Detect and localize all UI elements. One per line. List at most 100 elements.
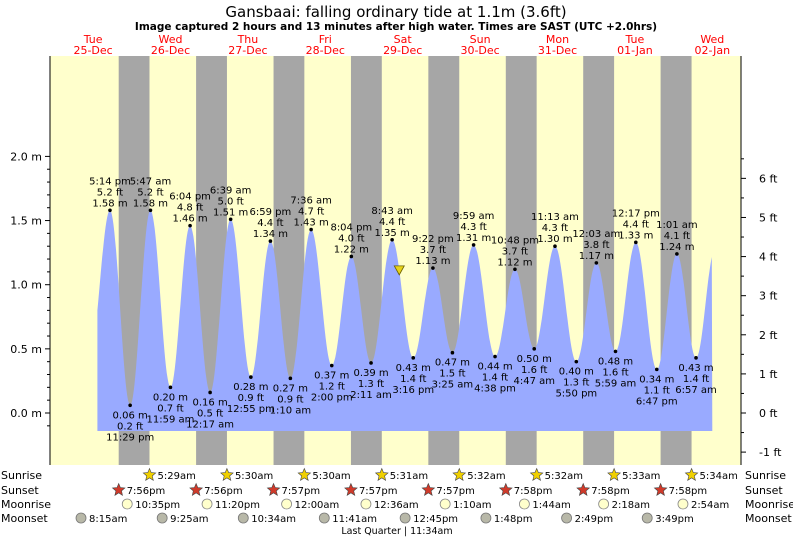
tide-time-label: 3:16 pm: [392, 385, 434, 396]
tide-point: [349, 254, 354, 259]
current-level-marker: [393, 265, 405, 276]
astronomy-rows: Sunrise Sunrise 5:29am 5:30am 5:30am 5:31am 5:…: [1, 467, 793, 525]
moonset-time-label: 10:34am: [251, 514, 296, 525]
tide-time-label: 11:13 am: [531, 212, 579, 223]
tide-ft-label: 3.7 ft: [420, 245, 446, 256]
right-tick-label: 1 ft: [759, 368, 778, 381]
tide-m-label: 1.58 m: [92, 198, 127, 209]
moonrise-time-label: 10:35pm: [135, 500, 180, 511]
sunset-star-icon: [653, 482, 668, 496]
sunrise-row-label-right: Sunrise: [745, 469, 786, 482]
moonrise-row-label: Moonrise: [1, 498, 51, 511]
day-of-week-label: Sun: [470, 33, 491, 46]
day-labels: Tue25-DecWed26-DecThu27-DecFri28-DecSat2…: [73, 33, 730, 57]
moonrise-time-label: 1:44am: [532, 500, 570, 511]
tide-ft-label: 0.7 ft: [157, 403, 183, 414]
chart-subtitle: Image captured 2 hours and 13 minutes af…: [135, 21, 657, 33]
tide-ft-label: 1.6 ft: [521, 365, 547, 376]
moonset-icon: [641, 512, 653, 524]
sunrise-time-label: 5:32am: [467, 471, 505, 482]
sunrise-star-icon: [452, 467, 467, 481]
tide-m-label: 1.30 m: [537, 234, 572, 245]
tide-point: [268, 239, 273, 243]
sunset-row-label-right: Sunset: [745, 484, 783, 497]
tide-m-label: 0.06 m: [113, 410, 148, 421]
moon-phase-note: Last Quarter | 11:34am: [341, 526, 452, 537]
tide-point: [128, 403, 132, 408]
sunrise-star-icon: [297, 467, 312, 481]
moonrise-icon: [518, 498, 530, 510]
tide-ft-label: 0.9 ft: [238, 393, 264, 404]
moonset-icon: [318, 512, 330, 524]
tide-time-label: 12:17 pm: [612, 208, 660, 219]
tide-time-label: 6:59 pm: [250, 207, 292, 218]
day-of-week-label: Wed: [700, 33, 724, 46]
moonset-time-label: 11:41am: [332, 514, 377, 525]
left-tick-label: 1.5 m: [10, 215, 42, 228]
tide-point: [108, 208, 112, 213]
sunset-star-icon: [111, 482, 126, 496]
sunset-star-icon: [498, 482, 513, 496]
tide-ft-label: 0.5 ft: [197, 408, 223, 419]
tide-time-label: 4:47 am: [513, 376, 555, 387]
tide-m-label: 0.40 m: [559, 367, 594, 378]
tide-area-path: [97, 210, 713, 431]
tide-ft-label: 4.4 ft: [623, 219, 649, 230]
sunset-time-label: 7:58pm: [669, 486, 708, 497]
date-label: 31-Dec: [538, 44, 577, 57]
tide-time-label: 9:22 pm: [412, 234, 454, 245]
tide-time-label: 5:47 am: [130, 176, 172, 187]
tide-time-label: 12:55 pm: [227, 404, 275, 415]
tide-point: [694, 356, 698, 360]
moonrise-icon: [281, 498, 293, 510]
date-label: 26-Dec: [151, 44, 190, 57]
sunrise-time-label: 5:31am: [390, 471, 428, 482]
tide-point: [390, 237, 394, 242]
tide-m-label: 1.58 m: [133, 198, 168, 209]
tide-point: [675, 252, 679, 256]
sunrise-time-label: 5:30am: [235, 471, 273, 482]
sunset-star-icon: [344, 482, 358, 496]
moonrise-time-label: 2:18am: [612, 500, 650, 511]
tide-point: [249, 375, 253, 379]
moonrise-time-label: 1:10am: [453, 500, 491, 511]
tide-m-label: 0.39 m: [353, 368, 388, 379]
right-tick-label: 2 ft: [759, 329, 778, 342]
moonrise-time-label: 11:20pm: [215, 500, 260, 511]
tide-ft-label: 5.2 ft: [137, 187, 163, 198]
day-of-week-label: Mon: [546, 33, 569, 46]
tide-ft-label: 1.3 ft: [358, 379, 384, 390]
tide-m-label: 1.24 m: [659, 242, 694, 253]
tide-point: [471, 243, 476, 247]
tide-ft-label: 4.7 ft: [298, 207, 324, 218]
tide-point: [148, 208, 153, 213]
moonrise-icon: [439, 498, 451, 510]
tide-ft-label: 4.8 ft: [177, 203, 203, 214]
day-of-week-label: Fri: [319, 33, 332, 46]
tide-ft-label: 1.5 ft: [439, 369, 465, 380]
date-label: 01-Jan: [617, 44, 653, 57]
tide-point: [513, 267, 517, 272]
tide-point: [431, 266, 435, 270]
tide-m-label: 0.27 m: [273, 383, 308, 394]
tide-point: [654, 367, 659, 372]
tide-time-label: 7:36 am: [290, 196, 332, 207]
tide-m-label: 1.13 m: [415, 256, 450, 267]
tide-time-label: 12:17 am: [186, 419, 234, 430]
sunset-time-label: 7:58pm: [591, 486, 630, 497]
tide-m-label: 1.34 m: [253, 229, 288, 240]
tide-m-label: 0.28 m: [233, 382, 268, 393]
tide-point: [168, 385, 173, 390]
tide-time-label: 8:43 am: [371, 206, 413, 217]
tide-point: [553, 244, 557, 249]
sunrise-time-label: 5:33am: [622, 471, 660, 482]
date-label: 30-Dec: [460, 44, 499, 57]
tide-time-label: 12:03 am: [572, 229, 620, 240]
moonrise-time-label: 12:36am: [374, 500, 419, 511]
right-tick-label: 5 ft: [759, 211, 778, 224]
tide-point: [594, 261, 599, 265]
tide-m-label: 1.12 m: [497, 257, 532, 268]
tide-m-label: 1.35 m: [375, 228, 410, 239]
sunset-row-label: Sunset: [1, 484, 39, 497]
